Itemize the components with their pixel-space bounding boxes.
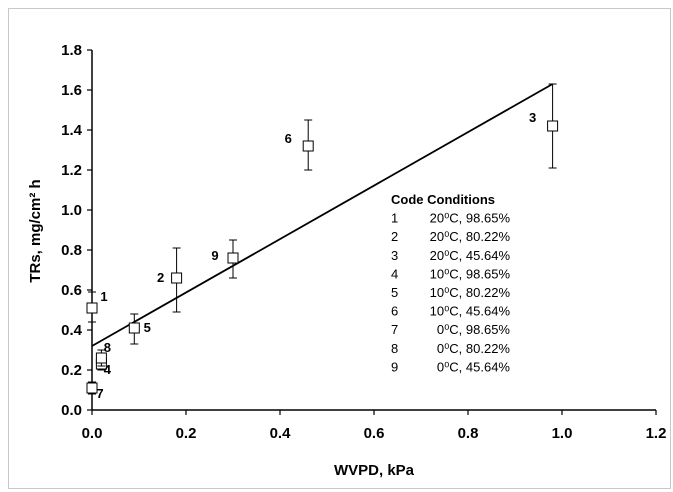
point-label: 3 — [529, 110, 536, 125]
x-axis-title: WVPD, kPa — [334, 462, 415, 479]
y-tick-label: 1.8 — [61, 42, 82, 59]
data-point — [227, 252, 239, 264]
y-axis-title: TRs, mg/cm² h — [27, 179, 44, 282]
y-tick-label: 1.6 — [61, 82, 82, 99]
data-point — [95, 352, 107, 364]
y-tick-label: 1.0 — [61, 202, 82, 219]
y-tick-label: 0.6 — [61, 282, 82, 299]
legend-condition: 0⁰C, 45.64% — [437, 359, 511, 374]
y-tick-label: 1.2 — [61, 162, 82, 179]
data-point — [86, 382, 98, 394]
point-label: 8 — [104, 340, 111, 355]
y-tick-label: 0.4 — [61, 322, 83, 339]
x-tick-label: 0.0 — [82, 425, 103, 442]
legend-code: 2 — [391, 229, 398, 244]
legend-code: 5 — [391, 285, 398, 300]
legend-condition: 10⁰C, 45.64% — [430, 304, 511, 319]
legend-code: 1 — [391, 211, 398, 226]
data-point — [302, 140, 314, 152]
chart-frame — [8, 8, 671, 489]
x-tick-label: 0.2 — [176, 425, 197, 442]
trend-line — [91, 83, 554, 347]
legend-condition: 20⁰C, 98.65% — [430, 211, 511, 226]
data-point — [86, 302, 98, 314]
legend-condition: 10⁰C, 80.22% — [430, 285, 511, 300]
x-tick-label: 0.4 — [270, 425, 292, 442]
legend-condition: 0⁰C, 80.22% — [437, 341, 511, 356]
point-label: 1 — [100, 289, 107, 304]
legend-condition: 0⁰C, 98.65% — [437, 322, 511, 337]
data-point — [128, 322, 140, 334]
legend-code: 6 — [391, 304, 398, 319]
legend: Code Conditions 1 20⁰C, 98.65% 2 20⁰C, 80.22… — [391, 192, 510, 374]
legend-code: 7 — [391, 322, 398, 337]
point-label: 2 — [157, 270, 164, 285]
x-tick-label: 1.0 — [552, 425, 573, 442]
x-tick-label: 0.8 — [458, 425, 479, 442]
data-point — [547, 120, 559, 132]
x-tick-label: 0.6 — [364, 425, 385, 442]
plot-area: 0.0 0.2 0.4 0.6 0.8 1.0 1.2 1.4 1.6 1.8 0.0 0.2 0.4 0… — [61, 42, 666, 442]
point-label: 9 — [211, 248, 218, 263]
point-label: 7 — [96, 386, 103, 401]
legend-code: 3 — [391, 248, 398, 263]
y-tick-label: 0.2 — [61, 362, 82, 379]
legend-code: 9 — [391, 359, 398, 374]
legend-condition: 20⁰C, 45.64% — [430, 248, 511, 263]
point-label: 5 — [144, 320, 151, 335]
point-label: 4 — [104, 362, 112, 377]
legend-code: 8 — [391, 341, 398, 356]
point-label: 6 — [285, 131, 292, 146]
legend-condition: 10⁰C, 98.65% — [430, 266, 511, 281]
data-point — [171, 272, 183, 284]
y-tick-label: 0.0 — [61, 402, 82, 419]
legend-title: Code Conditions — [391, 192, 495, 207]
y-tick-label: 1.4 — [61, 122, 83, 139]
legend-code: 4 — [391, 266, 398, 281]
x-tick-label: 1.2 — [646, 425, 667, 442]
y-tick-label: 0.8 — [61, 242, 82, 259]
legend-condition: 20⁰C, 80.22% — [430, 229, 511, 244]
